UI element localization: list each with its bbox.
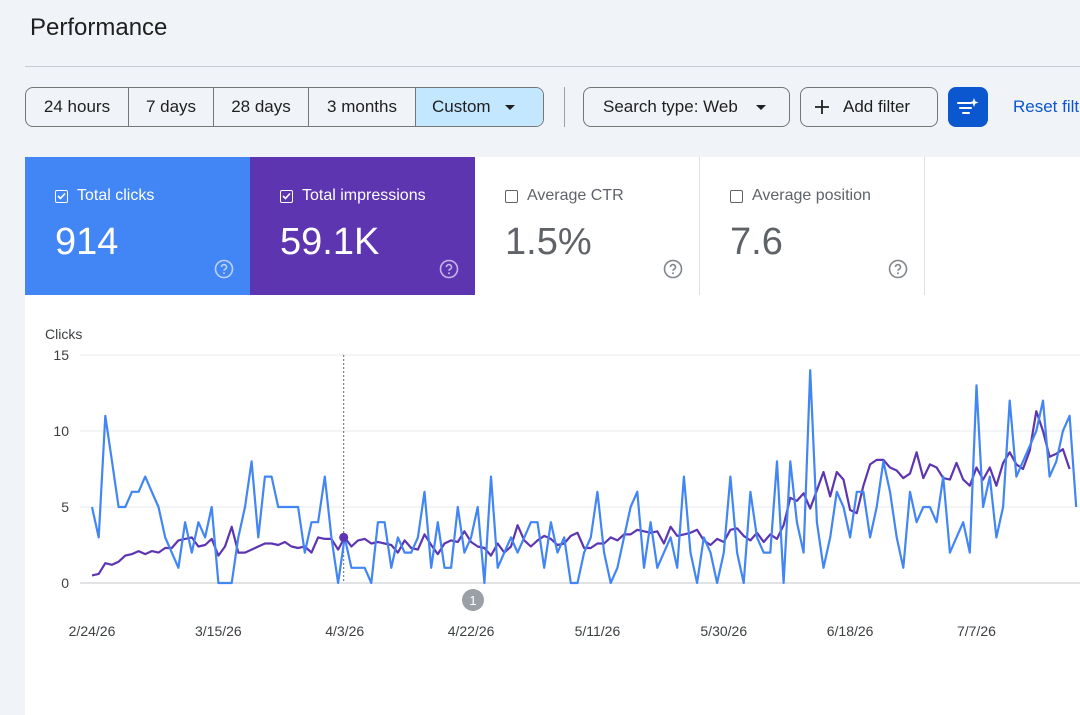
search-type-label: Search type: Web xyxy=(603,97,738,116)
chevron-down-icon xyxy=(504,104,515,110)
date-option-7-days[interactable]: 7 days xyxy=(129,88,214,126)
checkbox-unchecked-icon[interactable] xyxy=(730,189,743,203)
metric-label-row: Total clicks xyxy=(55,187,154,205)
date-option-24-hours[interactable]: 24 hours xyxy=(26,88,129,126)
checkbox-checked-icon[interactable] xyxy=(55,189,68,203)
metric-value: 59.1K xyxy=(280,221,380,263)
toolbar-separator xyxy=(564,87,565,127)
metric-card-average-position[interactable]: Average position 7.6 xyxy=(700,157,925,295)
add-filter-button[interactable]: Add filter xyxy=(800,87,938,127)
help-icon[interactable] xyxy=(888,259,908,279)
filter-settings-button[interactable] xyxy=(948,87,988,127)
plus-icon xyxy=(815,100,829,114)
date-option-3-months[interactable]: 3 months xyxy=(309,88,416,126)
help-icon[interactable] xyxy=(663,259,683,279)
metric-label-row: Total impressions xyxy=(280,187,426,205)
reset-filters-link[interactable]: Reset filters xyxy=(1013,97,1080,116)
search-type-dropdown[interactable]: Search type: Web xyxy=(583,87,790,127)
metric-value: 914 xyxy=(55,221,119,263)
metric-value: 1.5% xyxy=(505,221,592,263)
date-range-selector: 24 hours 7 days 28 days 3 months Custom xyxy=(25,87,544,127)
page-title: Performance xyxy=(30,14,168,41)
date-option-custom[interactable]: Custom xyxy=(416,88,543,126)
metric-label-row: Average CTR xyxy=(505,187,624,205)
metric-card-average-ctr[interactable]: Average CTR 1.5% xyxy=(475,157,700,295)
metric-label: Total impressions xyxy=(302,187,426,204)
help-icon[interactable] xyxy=(439,259,459,279)
metric-card-total-impressions[interactable]: Total impressions 59.1K xyxy=(250,157,475,295)
metric-value: 7.6 xyxy=(730,221,783,263)
filter-sparkle-icon xyxy=(957,98,979,114)
date-option-28-days[interactable]: 28 days xyxy=(214,88,309,126)
metric-label: Average CTR xyxy=(527,187,624,204)
metric-label-row: Average position xyxy=(730,187,871,205)
header-divider xyxy=(25,66,1080,67)
metric-label: Total clicks xyxy=(77,187,155,204)
help-icon[interactable] xyxy=(214,259,234,279)
checkbox-unchecked-icon[interactable] xyxy=(505,189,518,203)
performance-chart-panel xyxy=(25,295,1080,715)
metric-card-total-clicks[interactable]: Total clicks 914 xyxy=(25,157,250,295)
metric-label: Average position xyxy=(752,187,871,204)
metric-card-row-filler xyxy=(925,157,1080,295)
date-option-custom-label: Custom xyxy=(432,97,491,116)
add-filter-label: Add filter xyxy=(843,97,911,116)
checkbox-checked-icon[interactable] xyxy=(280,189,293,203)
chevron-down-icon xyxy=(755,104,766,110)
